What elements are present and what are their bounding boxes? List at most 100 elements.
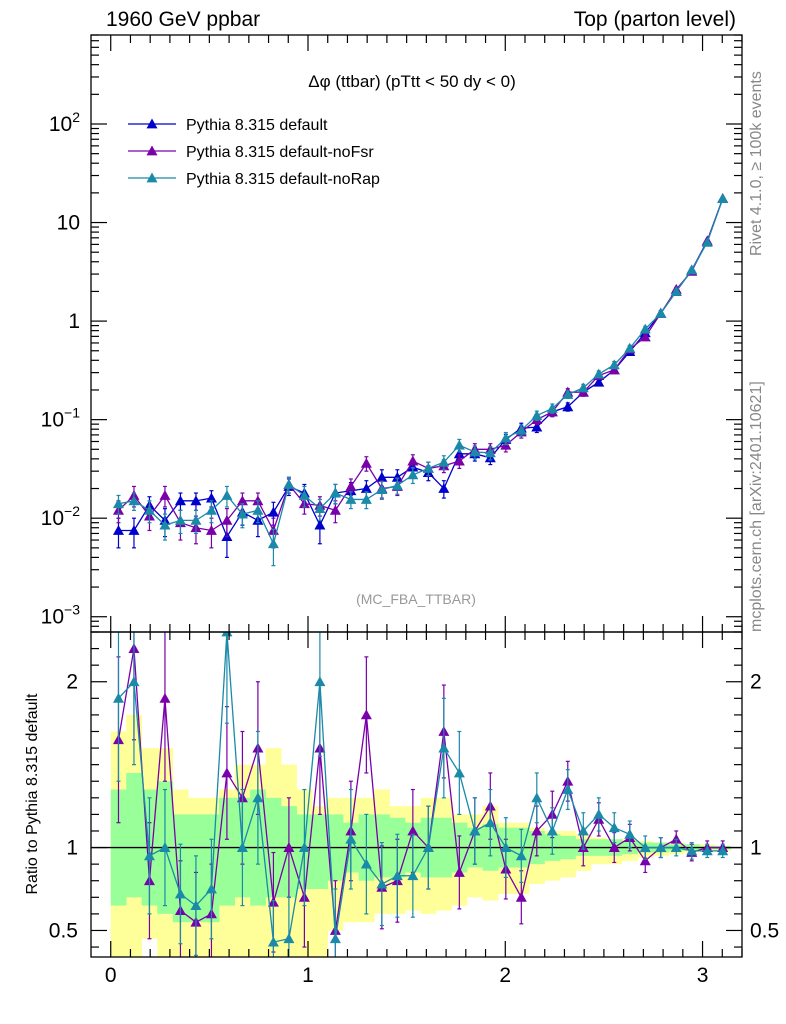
main-point xyxy=(624,342,636,353)
ratio-point xyxy=(608,842,620,852)
ratio-point xyxy=(515,850,527,861)
main-point xyxy=(438,456,450,467)
main-point xyxy=(670,285,682,296)
ratio-point xyxy=(391,870,403,881)
main-point xyxy=(298,489,310,500)
ratio-point xyxy=(469,825,481,836)
ratio-point xyxy=(438,742,450,753)
ratio-point xyxy=(717,845,729,856)
ratio-y-tick-label: 2 xyxy=(66,671,78,694)
main-watermark: (MC_FBA_TTBAR) xyxy=(356,591,476,607)
ratio-point xyxy=(701,845,713,856)
ratio-bands xyxy=(110,714,731,957)
ratio-point xyxy=(577,825,589,836)
ratio-panel: 0.5 0.5 1 1 2 2 0 1 2 3 Ratio to Pythia 8.315 def… xyxy=(24,631,779,987)
ratio-x-tick-label: 0 xyxy=(105,964,117,987)
legend: Pythia 8.315 default Pythia 8.315 default… xyxy=(128,117,380,188)
main-point xyxy=(608,359,620,370)
ratio-point xyxy=(190,900,202,910)
main-point xyxy=(159,489,171,500)
main-panel: 10−3 10−2 10−1 1 10 102 Δφ (ttbar) (pTtt < 50… xyxy=(41,34,743,633)
ratio-point xyxy=(236,842,248,852)
side-label-mcplots: mcplots.cern.ch [arXiv:2401.10621] xyxy=(748,381,765,632)
main-point xyxy=(438,483,450,493)
main-point xyxy=(345,493,357,504)
main-point xyxy=(205,504,217,515)
main-point xyxy=(360,457,372,468)
main-y-tick-label: 1 xyxy=(68,310,80,333)
ratio-series-line xyxy=(118,632,723,943)
ratio-point xyxy=(515,891,527,902)
main-point xyxy=(329,487,341,498)
ratio-point xyxy=(112,692,124,703)
ratio-x-tick-label: 3 xyxy=(697,964,709,987)
main-point xyxy=(236,508,248,519)
main-point xyxy=(376,471,388,482)
main-point xyxy=(283,478,295,489)
ratio-point xyxy=(221,767,233,778)
side-label-rivet: Rivet 4.1.0, ≥ 100k events xyxy=(748,71,765,256)
ratio-x-tick-label: 1 xyxy=(302,964,314,987)
ratio-point xyxy=(159,842,171,852)
ratio-point xyxy=(422,842,434,852)
main-y-tick-label: 10−2 xyxy=(41,503,81,530)
ratio-point xyxy=(546,825,558,836)
main-point xyxy=(655,307,667,318)
legend-label: Pythia 8.315 default xyxy=(186,117,328,134)
main-point xyxy=(717,193,729,203)
main-series-0 xyxy=(112,193,729,559)
main-y-tick-label: 10−3 xyxy=(41,602,81,629)
ratio-point xyxy=(360,858,372,869)
ratio-point xyxy=(376,878,388,889)
ratio-point xyxy=(624,828,636,839)
ratio-series-line xyxy=(117,648,723,931)
ratio-point xyxy=(314,676,326,687)
main-series-line xyxy=(118,198,724,533)
main-point xyxy=(112,524,124,535)
main-series-line xyxy=(118,198,724,539)
main-point xyxy=(701,236,713,247)
ratio-band-green xyxy=(126,772,143,898)
main-point xyxy=(345,480,357,491)
main-point xyxy=(360,483,372,493)
main-point xyxy=(128,495,140,506)
main-point xyxy=(128,524,140,535)
main-point xyxy=(407,469,419,480)
main-point xyxy=(686,264,698,275)
main-point xyxy=(593,368,605,379)
ratio-x-tick-label: 2 xyxy=(499,964,511,987)
main-point xyxy=(190,514,202,525)
ratio-point xyxy=(531,825,543,836)
main-point xyxy=(515,424,527,435)
main-point xyxy=(143,504,155,515)
main-ticks: 10−3 10−2 10−1 1 10 102 xyxy=(41,34,743,633)
ratio-point xyxy=(143,850,155,861)
main-series-line xyxy=(118,198,724,546)
ratio-point xyxy=(608,822,620,833)
main-point xyxy=(314,519,326,530)
ratio-point xyxy=(128,676,140,687)
main-point xyxy=(267,538,279,549)
main-point xyxy=(531,410,543,420)
main-point xyxy=(562,388,574,399)
main-point xyxy=(267,506,279,517)
main-point xyxy=(221,514,233,525)
ratio-point xyxy=(360,709,372,720)
ratio-ylabel: Ratio to Pythia 8.315 default xyxy=(24,693,41,895)
ratio-frame xyxy=(90,631,743,958)
ratio-point xyxy=(298,842,310,852)
main-point xyxy=(484,447,496,458)
ratio-point xyxy=(639,842,651,852)
main-point xyxy=(205,524,217,535)
ratio-point xyxy=(283,842,295,852)
header-right: Top (parton level) xyxy=(573,8,736,31)
main-point xyxy=(112,498,124,509)
ratio-y-tick-label: 1 xyxy=(66,837,78,860)
ratio-y-tick-label-right: 1 xyxy=(750,837,762,860)
main-point xyxy=(639,331,651,342)
ratio-point xyxy=(252,792,264,803)
ratio-point xyxy=(484,817,496,828)
main-point xyxy=(391,479,403,490)
